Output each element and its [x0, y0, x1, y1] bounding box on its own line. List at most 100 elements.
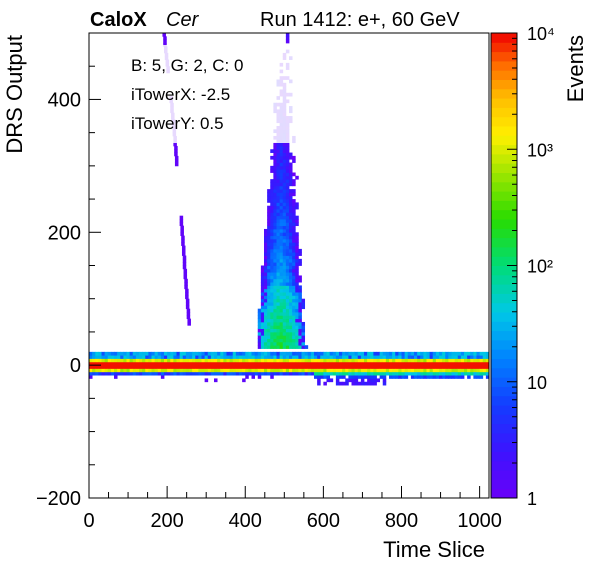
baseline-cell	[379, 368, 384, 373]
baseline-cell	[210, 365, 215, 369]
baseline-cell	[442, 375, 446, 379]
baseline-cell	[445, 375, 449, 379]
baseline-cell	[117, 361, 121, 366]
pulse-cell	[273, 341, 277, 346]
pulse-cell	[295, 295, 299, 300]
baseline-cell	[379, 361, 384, 366]
pulse-cell	[292, 252, 296, 256]
baseline-cell	[154, 351, 159, 356]
trace-cell	[187, 321, 191, 326]
baseline-cell	[132, 355, 137, 359]
baseline-cell	[301, 358, 306, 363]
baseline-cell	[314, 368, 318, 373]
baseline-cell	[139, 355, 143, 359]
pulse-cell	[285, 292, 290, 296]
baseline-cell	[385, 361, 390, 366]
baseline-cell	[114, 361, 118, 366]
pulse-cell	[289, 302, 293, 306]
pulse-cell	[282, 341, 287, 346]
baseline-cell	[439, 358, 443, 363]
baseline-cell	[479, 368, 484, 373]
baseline-cell	[89, 358, 93, 363]
pulse-cell	[260, 292, 265, 296]
pulse-cell	[289, 219, 293, 223]
pulse-cell	[276, 159, 281, 163]
pulse-cell	[276, 175, 281, 180]
pulse-cell	[285, 318, 290, 323]
baseline-cell	[460, 358, 465, 363]
baseline-cell	[401, 355, 406, 359]
baseline-cell	[332, 361, 337, 366]
baseline-cell	[317, 358, 321, 363]
baseline-cell	[454, 358, 459, 363]
pulse-cell	[285, 172, 290, 177]
baseline-cell	[464, 361, 468, 366]
baseline-cell	[220, 365, 224, 369]
pulse-cell	[276, 145, 281, 150]
pulse-cell	[282, 238, 287, 243]
baseline-cell	[98, 365, 102, 369]
baseline-cell	[214, 361, 218, 366]
pulse-cell	[273, 232, 277, 237]
pulse-cell	[285, 302, 290, 306]
baseline-cell	[167, 361, 171, 366]
baseline-cell	[301, 355, 306, 359]
baseline-cell	[176, 368, 181, 373]
baseline-cell	[148, 358, 152, 363]
pulse-cell	[285, 228, 290, 233]
baseline-cell	[370, 351, 374, 356]
pulse-cell	[282, 288, 287, 293]
pulse-cell	[270, 305, 274, 310]
baseline-cell	[239, 351, 243, 356]
baseline-cell	[229, 371, 234, 376]
pulse-cell	[301, 331, 306, 336]
baseline-cell	[326, 355, 331, 359]
baseline-cell	[410, 355, 415, 359]
baseline-cell	[176, 371, 181, 376]
trace-cell	[180, 228, 184, 233]
pulse-cell	[289, 179, 293, 183]
baseline-cell	[379, 355, 384, 359]
baseline-cell	[442, 365, 446, 369]
baseline-cell	[348, 355, 352, 359]
pulse-cell	[285, 222, 290, 227]
baseline-cell	[292, 355, 296, 359]
z-tick-label: 10³	[527, 140, 553, 160]
pulse-cell	[289, 155, 293, 160]
pulse-cell	[282, 302, 287, 306]
baseline-cell	[473, 375, 477, 379]
baseline-cell	[114, 351, 118, 356]
baseline-cell	[264, 358, 268, 363]
baseline-cell	[342, 355, 346, 359]
baseline-cell	[448, 351, 452, 356]
baseline-cell	[410, 368, 415, 373]
baseline-cell	[310, 351, 315, 356]
baseline-cell	[395, 375, 399, 379]
pulse-cell	[289, 331, 293, 336]
baseline-cell	[189, 355, 193, 359]
baseline-cell	[326, 351, 331, 356]
pulse-cell	[276, 335, 281, 339]
baseline-cell	[282, 365, 287, 369]
pulse-cell	[270, 265, 274, 270]
baseline-cell	[323, 358, 327, 363]
baseline-cell	[167, 368, 171, 373]
pulse-cell	[273, 159, 277, 163]
baseline-cell	[139, 365, 143, 369]
pulse-cell	[282, 262, 287, 266]
pulse-cell	[264, 265, 268, 270]
pulse-cell	[298, 275, 302, 280]
baseline-cell	[370, 381, 374, 386]
pulse-cell	[285, 278, 290, 283]
baseline-cell	[142, 371, 146, 376]
pulse-cell	[289, 275, 293, 280]
trace-cell	[181, 242, 185, 246]
colorbar-segment	[491, 405, 517, 415]
pulse-cell	[276, 315, 281, 320]
baseline-cell	[254, 368, 259, 373]
colorbar-segment	[491, 339, 517, 350]
baseline-cell	[192, 365, 196, 369]
baseline-cell	[126, 355, 131, 359]
baseline-cell	[160, 361, 165, 366]
trace-cell	[186, 308, 191, 313]
